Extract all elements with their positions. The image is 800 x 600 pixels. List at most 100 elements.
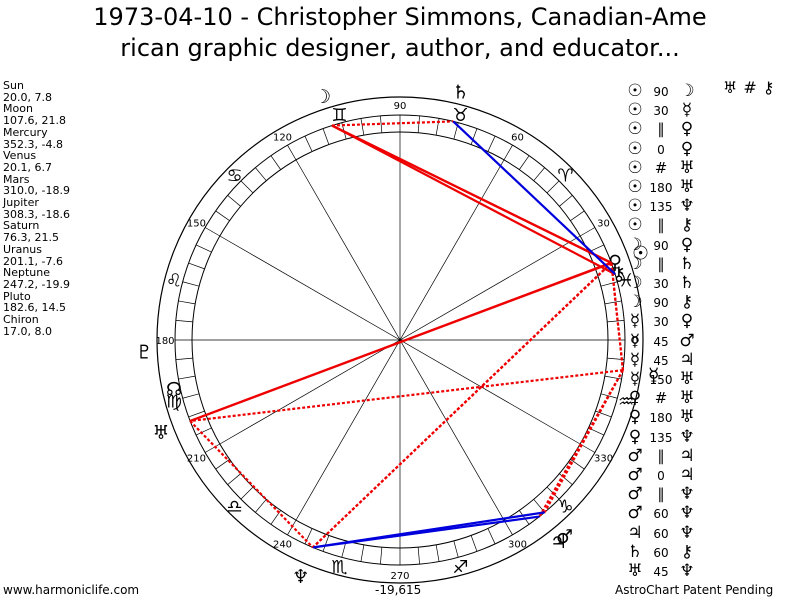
aspect-type: 60 [653, 545, 669, 560]
degree-tick [470, 128, 478, 145]
degree-label: 0 [632, 336, 638, 347]
aspect-planet-1: ☉ [627, 119, 643, 140]
aspect-planet-1: ☽ [627, 292, 643, 313]
planet-coords-jupiter: 308.3, -18.6 [3, 207, 70, 221]
aspect-type: # [654, 389, 668, 408]
aspect-planet-1: ☉ [627, 157, 643, 178]
aspect-row: ☉ 90 ☽ [624, 80, 698, 102]
degree-label: 270 [390, 571, 409, 582]
zodiac-sign-icon: ♓ [618, 270, 634, 291]
aspect-line [610, 262, 625, 371]
aspect-row: ☿ 150 ♅ [624, 368, 698, 390]
planet-name-uranus: Uranus [3, 242, 42, 256]
planet-glyph-saturn: ♄ [452, 81, 469, 103]
aspect-planet-2: ♄ [679, 273, 695, 293]
zodiac-sign-icon: ♍ [166, 392, 182, 413]
degree-tick [559, 473, 573, 485]
footer-website[interactable]: www.harmoniclife.com [3, 583, 140, 597]
aspect-planet-2: ♀ [680, 234, 694, 255]
planet-name-saturn: Saturn [3, 219, 40, 233]
degree-tick [204, 227, 221, 237]
planet-coords-chiron: 17.0, 8.0 [3, 324, 52, 338]
planet-coords-pluto: 182.6, 14.5 [3, 301, 66, 315]
planet-position-list: Sun 20.0, 7.8 Moon 107.6, 21.8 Mercury 352.3,… [3, 80, 70, 337]
degree-tick [195, 427, 212, 436]
aspect-row: ☽ ∥ ♄ [624, 253, 698, 275]
degree-label: 30 [597, 219, 610, 230]
degree-tick [380, 115, 383, 133]
degree-tick [600, 393, 618, 399]
aspect-planet-2: ☽ [679, 81, 695, 101]
aspect-planet-2: ⚷ [680, 541, 694, 562]
degree-label: 240 [273, 540, 292, 551]
zodiac-sign-icon: ♒ [618, 392, 634, 413]
aspect-type: # [654, 158, 668, 177]
degree-label: 60 [511, 132, 524, 143]
aspect-type: ∥ [657, 485, 665, 504]
degree-tick [470, 535, 478, 552]
aspect-planet-2: ♅ [679, 177, 695, 197]
zodiac-sign-icon: ♏ [331, 557, 347, 578]
aspect-row: ☿ 30 ♀ [624, 310, 698, 332]
degree-label: 180 [155, 336, 174, 347]
aspect-type: 150 [649, 373, 673, 387]
aspect-type: 0 [657, 469, 665, 483]
aspect-line [312, 515, 540, 549]
aspect-line [331, 124, 612, 264]
aspect-type: ∥ [657, 120, 665, 139]
aspect-planet-1: ♂ [627, 484, 643, 505]
degree-tick [287, 144, 297, 161]
aspect-planet-1: ♅ [627, 561, 643, 581]
aspect-planet-1: ♄ [627, 541, 643, 562]
planet-name-chiron: Chiron [3, 313, 39, 327]
aspect-row: ♀ # ♅ [624, 387, 698, 409]
aspect-planet-2: ♅ [679, 157, 695, 178]
aspect-type: 60 [653, 507, 669, 522]
degree-tick [503, 519, 513, 536]
degree-label: 330 [594, 454, 613, 465]
zodiac-sign-icon: ♋ [226, 166, 242, 187]
aspect-type: 45 [653, 353, 669, 368]
degree-tick [322, 128, 330, 145]
aspect-row: ☉ ∥ ⚷ [624, 214, 698, 236]
aspect-planet-2: ♃ [679, 445, 695, 466]
degree-tick [570, 210, 585, 221]
aspect-planet-1: ♀ [628, 407, 642, 428]
degree-tick [435, 544, 440, 562]
aspect-type: 180 [649, 411, 673, 426]
top-right-glyph: ♅ [723, 78, 738, 97]
aspect-type: 30 [653, 277, 669, 291]
degree-tick [487, 135, 496, 152]
degree-tick [195, 244, 212, 253]
aspect-type: 90 [653, 238, 669, 253]
footer-credit: AstroChart Patent Pending [615, 583, 774, 597]
aspect-type: ∥ [657, 446, 665, 465]
aspect-line [189, 261, 612, 423]
planet-coords-neptune: 247.2, -19.9 [3, 277, 70, 291]
aspect-type: 135 [649, 200, 673, 215]
aspect-type: 45 [653, 334, 669, 349]
aspect-type: 60 [653, 526, 669, 541]
aspect-row: ☿ 45 ♃ [624, 349, 698, 371]
aspect-planet-1: ☽ [627, 253, 643, 274]
planet-glyph-mars: ♂ [556, 526, 573, 548]
aspect-row: ☉ 30 ☿ [624, 99, 698, 121]
aspect-row: ☽ 90 ♀ [624, 234, 698, 256]
aspect-row: ♂ ∥ ♃ [624, 445, 698, 467]
planet-glyph-pluto: ♇ [136, 342, 153, 364]
degree-tick [595, 410, 612, 418]
aspect-row: ☉ 180 ♅ [624, 176, 698, 198]
degree-tick [287, 519, 297, 536]
aspect-planet-1: ☉ [627, 215, 643, 236]
aspect-planet-1: ☉ [627, 196, 643, 217]
aspect-planet-2: ♆ [679, 426, 695, 447]
degree-tick [215, 459, 230, 470]
degree-tick [322, 535, 330, 552]
aspect-row: ☉ 135 ♆ [624, 195, 698, 217]
degree-tick [304, 135, 313, 152]
degree-tick [604, 375, 622, 380]
aspect-planet-1: ♀ [628, 388, 642, 409]
planet-name-moon: Moon [3, 102, 33, 116]
degree-label: 90 [394, 101, 407, 112]
